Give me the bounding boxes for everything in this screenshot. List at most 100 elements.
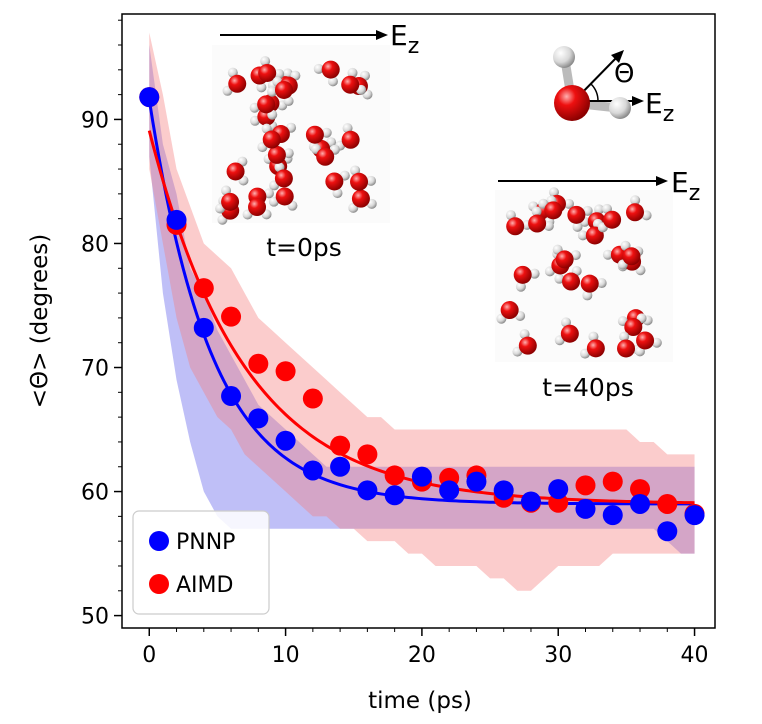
x-tick-label: 30 xyxy=(544,643,572,668)
oxygen-atom xyxy=(262,130,281,149)
point-pnnp xyxy=(302,460,323,481)
oxygen-atom xyxy=(624,318,643,337)
point-pnnp xyxy=(575,498,596,519)
snapshot-t40-molecules xyxy=(496,187,662,359)
oxygen-atom xyxy=(305,125,324,144)
oxygen-atom xyxy=(316,147,335,166)
point-aimd xyxy=(248,353,269,374)
field-label-t0-sub: z xyxy=(408,34,420,59)
x-axis-label: time (ps) xyxy=(368,688,472,714)
hydrogen-atom xyxy=(347,67,358,78)
x-tick-label: 40 xyxy=(681,643,709,668)
x-tick-label: 20 xyxy=(408,643,436,668)
hydrogen-atom xyxy=(313,63,324,74)
legend-marker-aimd xyxy=(149,574,169,594)
band-aimd xyxy=(149,32,695,591)
point-aimd xyxy=(330,435,351,456)
point-aimd xyxy=(193,278,214,299)
hydrogen-atom xyxy=(563,198,574,209)
point-pnnp xyxy=(602,505,623,526)
oxygen-atom xyxy=(267,145,286,164)
point-aimd xyxy=(384,465,405,486)
legend-label-pnnp: PNNP xyxy=(176,530,235,555)
hydrogen-atom xyxy=(519,329,530,340)
fit-curve-pnnp xyxy=(147,99,695,506)
hydrogen-atom xyxy=(548,187,559,198)
oxygen-atom xyxy=(626,203,645,222)
oxygen-atom xyxy=(321,60,340,79)
point-aimd xyxy=(275,361,296,382)
schematic-field-label-main: E xyxy=(645,87,663,120)
schematic-field-arrowhead xyxy=(632,96,644,106)
hydrogen-atom xyxy=(283,148,294,159)
point-aimd xyxy=(602,471,623,492)
oxygen-atom xyxy=(341,75,360,94)
hydrogen-atom xyxy=(594,204,605,215)
oxygen-atom xyxy=(603,210,622,229)
point-pnnp xyxy=(411,466,432,487)
x-tick-label: 10 xyxy=(272,643,300,668)
oxygen-atom xyxy=(586,339,605,358)
hydrogen-atom xyxy=(327,76,338,87)
hydrogen-atom xyxy=(260,56,271,67)
oxygen-atom xyxy=(258,63,277,82)
schematic-field-label: Ez xyxy=(645,87,674,127)
oxygen-atom xyxy=(274,80,293,99)
hydrogen-atom xyxy=(531,206,542,217)
hydrogen-atom xyxy=(267,86,278,97)
point-aimd xyxy=(575,475,596,496)
point-pnnp xyxy=(630,493,651,514)
hydrogen-atom xyxy=(619,331,630,342)
point-pnnp xyxy=(275,430,296,451)
oxygen-atom xyxy=(341,130,360,149)
schematic-field-label-sub: z xyxy=(663,102,675,127)
point-pnnp xyxy=(466,471,487,492)
oxygen-atom xyxy=(274,169,293,188)
hydrogen-atom xyxy=(515,281,526,292)
legend-box xyxy=(132,510,270,615)
point-pnnp xyxy=(384,485,405,506)
oxygen-atom xyxy=(350,172,369,191)
point-pnnp xyxy=(139,87,160,108)
hydrogen-atom xyxy=(256,82,267,93)
oxygen-atom xyxy=(622,247,641,266)
point-aimd xyxy=(657,493,678,514)
hydrogen-atom xyxy=(602,249,613,260)
oxygen-atom xyxy=(325,172,344,191)
point-pnnp xyxy=(493,480,514,501)
angle-arc xyxy=(590,83,599,102)
water-angle-schematic: Θ Ez xyxy=(553,46,674,127)
point-pnnp xyxy=(548,479,569,500)
hydrogen-atom xyxy=(529,268,540,279)
oxygen-atom xyxy=(528,214,547,233)
schematic-hydrogen-right xyxy=(609,97,631,119)
y-tick-label: 50 xyxy=(81,605,109,630)
y-tick-label: 80 xyxy=(81,232,109,257)
oxygen-atom xyxy=(228,74,247,93)
legend: PNNP AIMD xyxy=(132,510,270,615)
oxygen-atom xyxy=(544,201,563,220)
hydrogen-atom xyxy=(274,68,285,79)
y-tick-label: 90 xyxy=(81,108,109,133)
hydrogen-atom xyxy=(588,331,599,342)
y-tick-label: 70 xyxy=(81,357,109,382)
y-tick-label: 60 xyxy=(81,481,109,506)
point-pnnp xyxy=(439,480,460,501)
y-axis-label: <Θ> (degrees) xyxy=(27,234,53,409)
inset-snapshot-t40: Ez t=40ps xyxy=(495,166,700,402)
y-axis-ticks: 50 60 70 80 90 xyxy=(81,19,122,630)
hydrogen-atom xyxy=(577,230,588,241)
point-pnnp xyxy=(657,521,678,542)
point-aimd xyxy=(630,479,651,500)
field-label-t40-sub: z xyxy=(689,181,701,206)
hydrogen-atom xyxy=(582,290,593,301)
field-label-t40: Ez xyxy=(671,166,700,206)
hydrogen-atom xyxy=(332,188,343,199)
data-points xyxy=(139,87,705,542)
plot-frame xyxy=(121,13,716,629)
field-label-t0: Ez xyxy=(390,19,419,59)
hydrogen-atom xyxy=(342,123,353,134)
point-pnnp xyxy=(193,317,214,338)
oxygen-atom xyxy=(617,339,636,358)
point-aimd xyxy=(302,388,323,409)
